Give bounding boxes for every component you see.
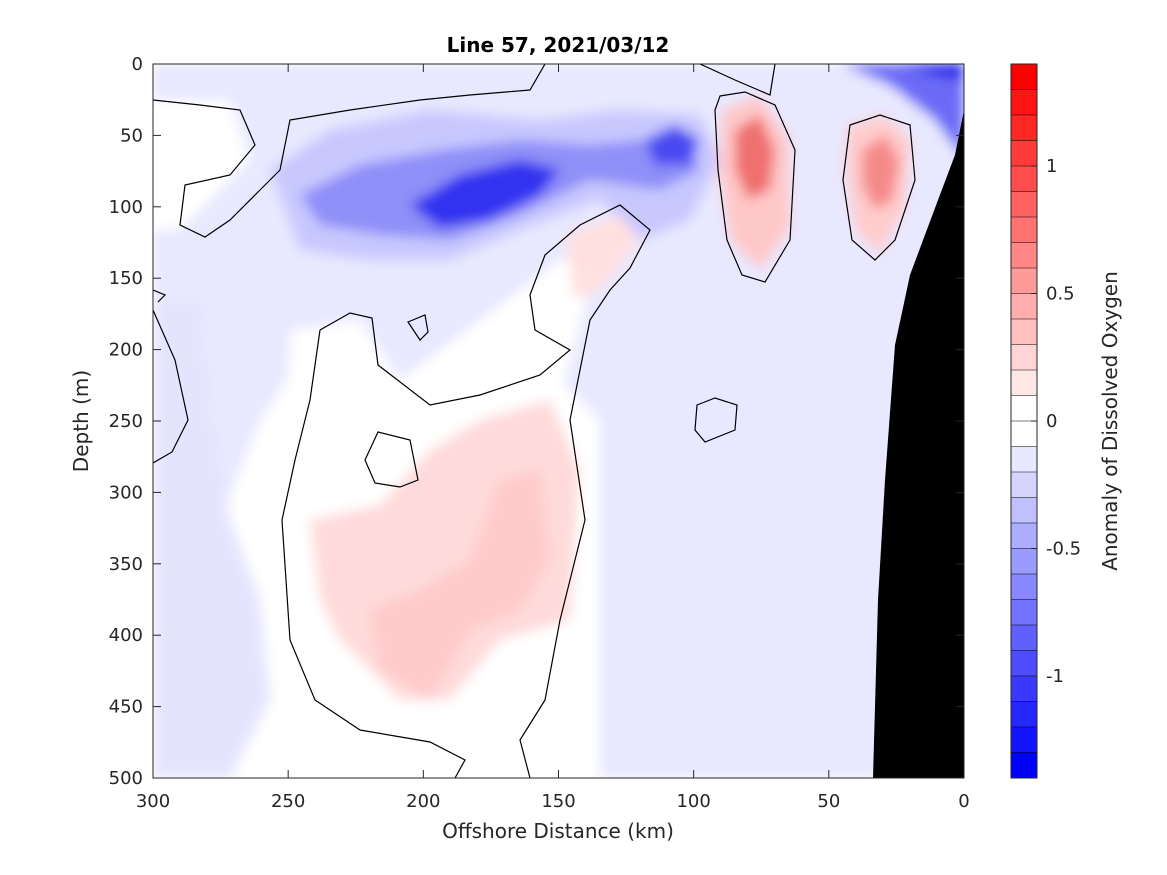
y-tick-label: 450 bbox=[109, 697, 143, 718]
zero-contour-left-wall bbox=[153, 309, 189, 464]
y-tick-label: 300 bbox=[109, 482, 143, 503]
colorbar-band bbox=[1011, 574, 1037, 600]
shelf-positive-eddy-core bbox=[862, 135, 900, 210]
colorbar-tick-label: 0 bbox=[1046, 411, 1057, 432]
zero-contour-small-loop-3 bbox=[694, 397, 738, 443]
weak-negative-left-column bbox=[153, 300, 270, 778]
colorbar-bands bbox=[1011, 63, 1037, 779]
x-tick-label: 50 bbox=[817, 791, 840, 812]
anomaly-field bbox=[153, 64, 964, 778]
chart-title: Line 57, 2021/03/12 bbox=[447, 33, 670, 57]
y-tick-label: 200 bbox=[109, 340, 143, 361]
axes: 300 250 200 150 100 50 0 050100150200250300350… bbox=[109, 54, 970, 812]
colorbar-band bbox=[1011, 421, 1037, 447]
y-axis-ticks: 0 50 100 150 200 250 300 350 400 450 500 bbox=[109, 54, 964, 789]
colorbar-band bbox=[1011, 166, 1037, 192]
colorbar-tick-label: 1 bbox=[1046, 156, 1057, 177]
zero-contour-small-loop-2 bbox=[364, 431, 419, 488]
coastal-surface-negative bbox=[840, 64, 964, 160]
x-axis-ticks: 300 250 200 150 100 50 0 bbox=[136, 64, 970, 812]
zero-contour-upper-left bbox=[153, 64, 546, 238]
colorbar-band bbox=[1011, 548, 1037, 575]
colorbar-band bbox=[1011, 64, 1037, 90]
nearshore-negative-core bbox=[645, 125, 700, 165]
colorbar: -1 -0.5 0 0.5 1 Anomaly of Dissolved Oxygen bbox=[1010, 63, 1122, 779]
colorbar-band bbox=[1011, 370, 1037, 396]
zero-contour-small-loop-1 bbox=[407, 314, 429, 341]
colorbar-band bbox=[1011, 191, 1037, 218]
y-tick-label: 400 bbox=[109, 625, 143, 646]
y-tick-label: 150 bbox=[109, 268, 143, 289]
zero-contour-eddy bbox=[714, 91, 796, 283]
colorbar-band bbox=[1011, 497, 1037, 524]
plot-area bbox=[153, 64, 964, 778]
zero-contour-deep-left bbox=[281, 329, 466, 778]
colorbar-band bbox=[1011, 217, 1037, 243]
x-axis-title: Offshore Distance (km) bbox=[442, 819, 674, 843]
zero-contour-deep-loop bbox=[319, 204, 651, 778]
y-tick-label: 500 bbox=[109, 768, 143, 789]
colorbar-band bbox=[1011, 727, 1037, 753]
colorbar-tick-label: -1 bbox=[1046, 666, 1064, 687]
colorbar-tick-label: -0.5 bbox=[1046, 539, 1081, 560]
x-tick-label: 100 bbox=[676, 791, 710, 812]
colorbar-band bbox=[1011, 293, 1037, 320]
colorbar-band bbox=[1011, 472, 1037, 498]
colorbar-band bbox=[1011, 395, 1037, 422]
zero-contour-nearshore-top bbox=[699, 64, 776, 96]
x-tick-label: 300 bbox=[136, 791, 170, 812]
y-tick-label: 50 bbox=[120, 125, 143, 146]
zero-contours bbox=[153, 64, 916, 778]
colorbar-band bbox=[1011, 625, 1037, 651]
x-tick-label: 150 bbox=[541, 791, 575, 812]
y-tick-label: 100 bbox=[109, 197, 143, 218]
positive-eddy-core bbox=[735, 115, 775, 200]
colorbar-ticks: -1 -0.5 0 0.5 1 bbox=[1031, 156, 1081, 687]
upper-left-near-zero bbox=[153, 100, 250, 230]
colorbar-band bbox=[1011, 752, 1037, 779]
y-axis-title: Depth (m) bbox=[69, 370, 93, 472]
colorbar-band bbox=[1011, 523, 1037, 549]
colorbar-band bbox=[1011, 701, 1037, 728]
colorbar-band bbox=[1011, 650, 1037, 677]
y-tick-label: 250 bbox=[109, 411, 143, 432]
colorbar-band bbox=[1011, 446, 1037, 473]
x-tick-label: 200 bbox=[406, 791, 440, 812]
colorbar-title: Anomaly of Dissolved Oxygen bbox=[1098, 271, 1122, 571]
x-tick-label: 250 bbox=[271, 791, 305, 812]
deep-positive-core bbox=[370, 470, 550, 700]
y-tick-label: 350 bbox=[109, 554, 143, 575]
colorbar-tick-label: 0.5 bbox=[1046, 284, 1075, 305]
colorbar-band bbox=[1011, 344, 1037, 371]
colorbar-band bbox=[1011, 599, 1037, 626]
zero-contour-shelf-eddy bbox=[842, 114, 916, 261]
positive-blob-center bbox=[565, 215, 640, 300]
negative-core bbox=[410, 160, 560, 228]
colorbar-band bbox=[1011, 115, 1037, 141]
coastal-surface-core bbox=[900, 64, 964, 80]
colorbar-band bbox=[1011, 89, 1037, 116]
x-tick-label: 0 bbox=[958, 791, 969, 812]
y-tick-label: 0 bbox=[132, 54, 143, 75]
colorbar-band bbox=[1011, 319, 1037, 345]
zero-contour-left-edge-small bbox=[153, 289, 167, 303]
colorbar-band bbox=[1011, 140, 1037, 167]
colorbar-band bbox=[1011, 242, 1037, 269]
colorbar-band bbox=[1011, 676, 1037, 702]
bathymetry-mask bbox=[873, 110, 964, 778]
colorbar-band bbox=[1011, 268, 1037, 294]
